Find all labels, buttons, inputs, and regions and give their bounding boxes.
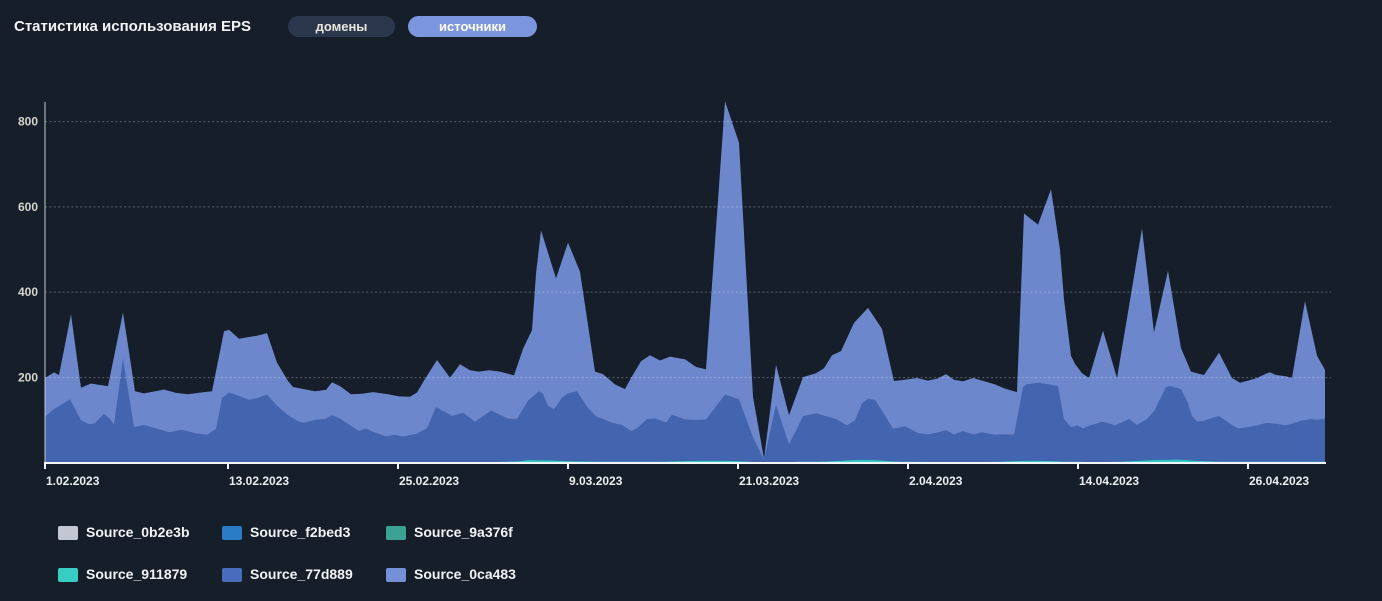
svg-text:2.04.2023: 2.04.2023 — [909, 474, 963, 488]
svg-text:26.04.2023: 26.04.2023 — [1249, 474, 1309, 488]
svg-text:14.04.2023: 14.04.2023 — [1079, 474, 1139, 488]
svg-text:1.02.2023: 1.02.2023 — [46, 474, 100, 488]
svg-text:600: 600 — [18, 200, 38, 214]
svg-text:9.03.2023: 9.03.2023 — [569, 474, 623, 488]
svg-text:25.02.2023: 25.02.2023 — [399, 474, 459, 488]
svg-text:400: 400 — [18, 285, 38, 299]
svg-text:800: 800 — [18, 115, 38, 129]
svg-text:21.03.2023: 21.03.2023 — [739, 474, 799, 488]
svg-text:13.02.2023: 13.02.2023 — [229, 474, 289, 488]
svg-text:200: 200 — [18, 371, 38, 385]
